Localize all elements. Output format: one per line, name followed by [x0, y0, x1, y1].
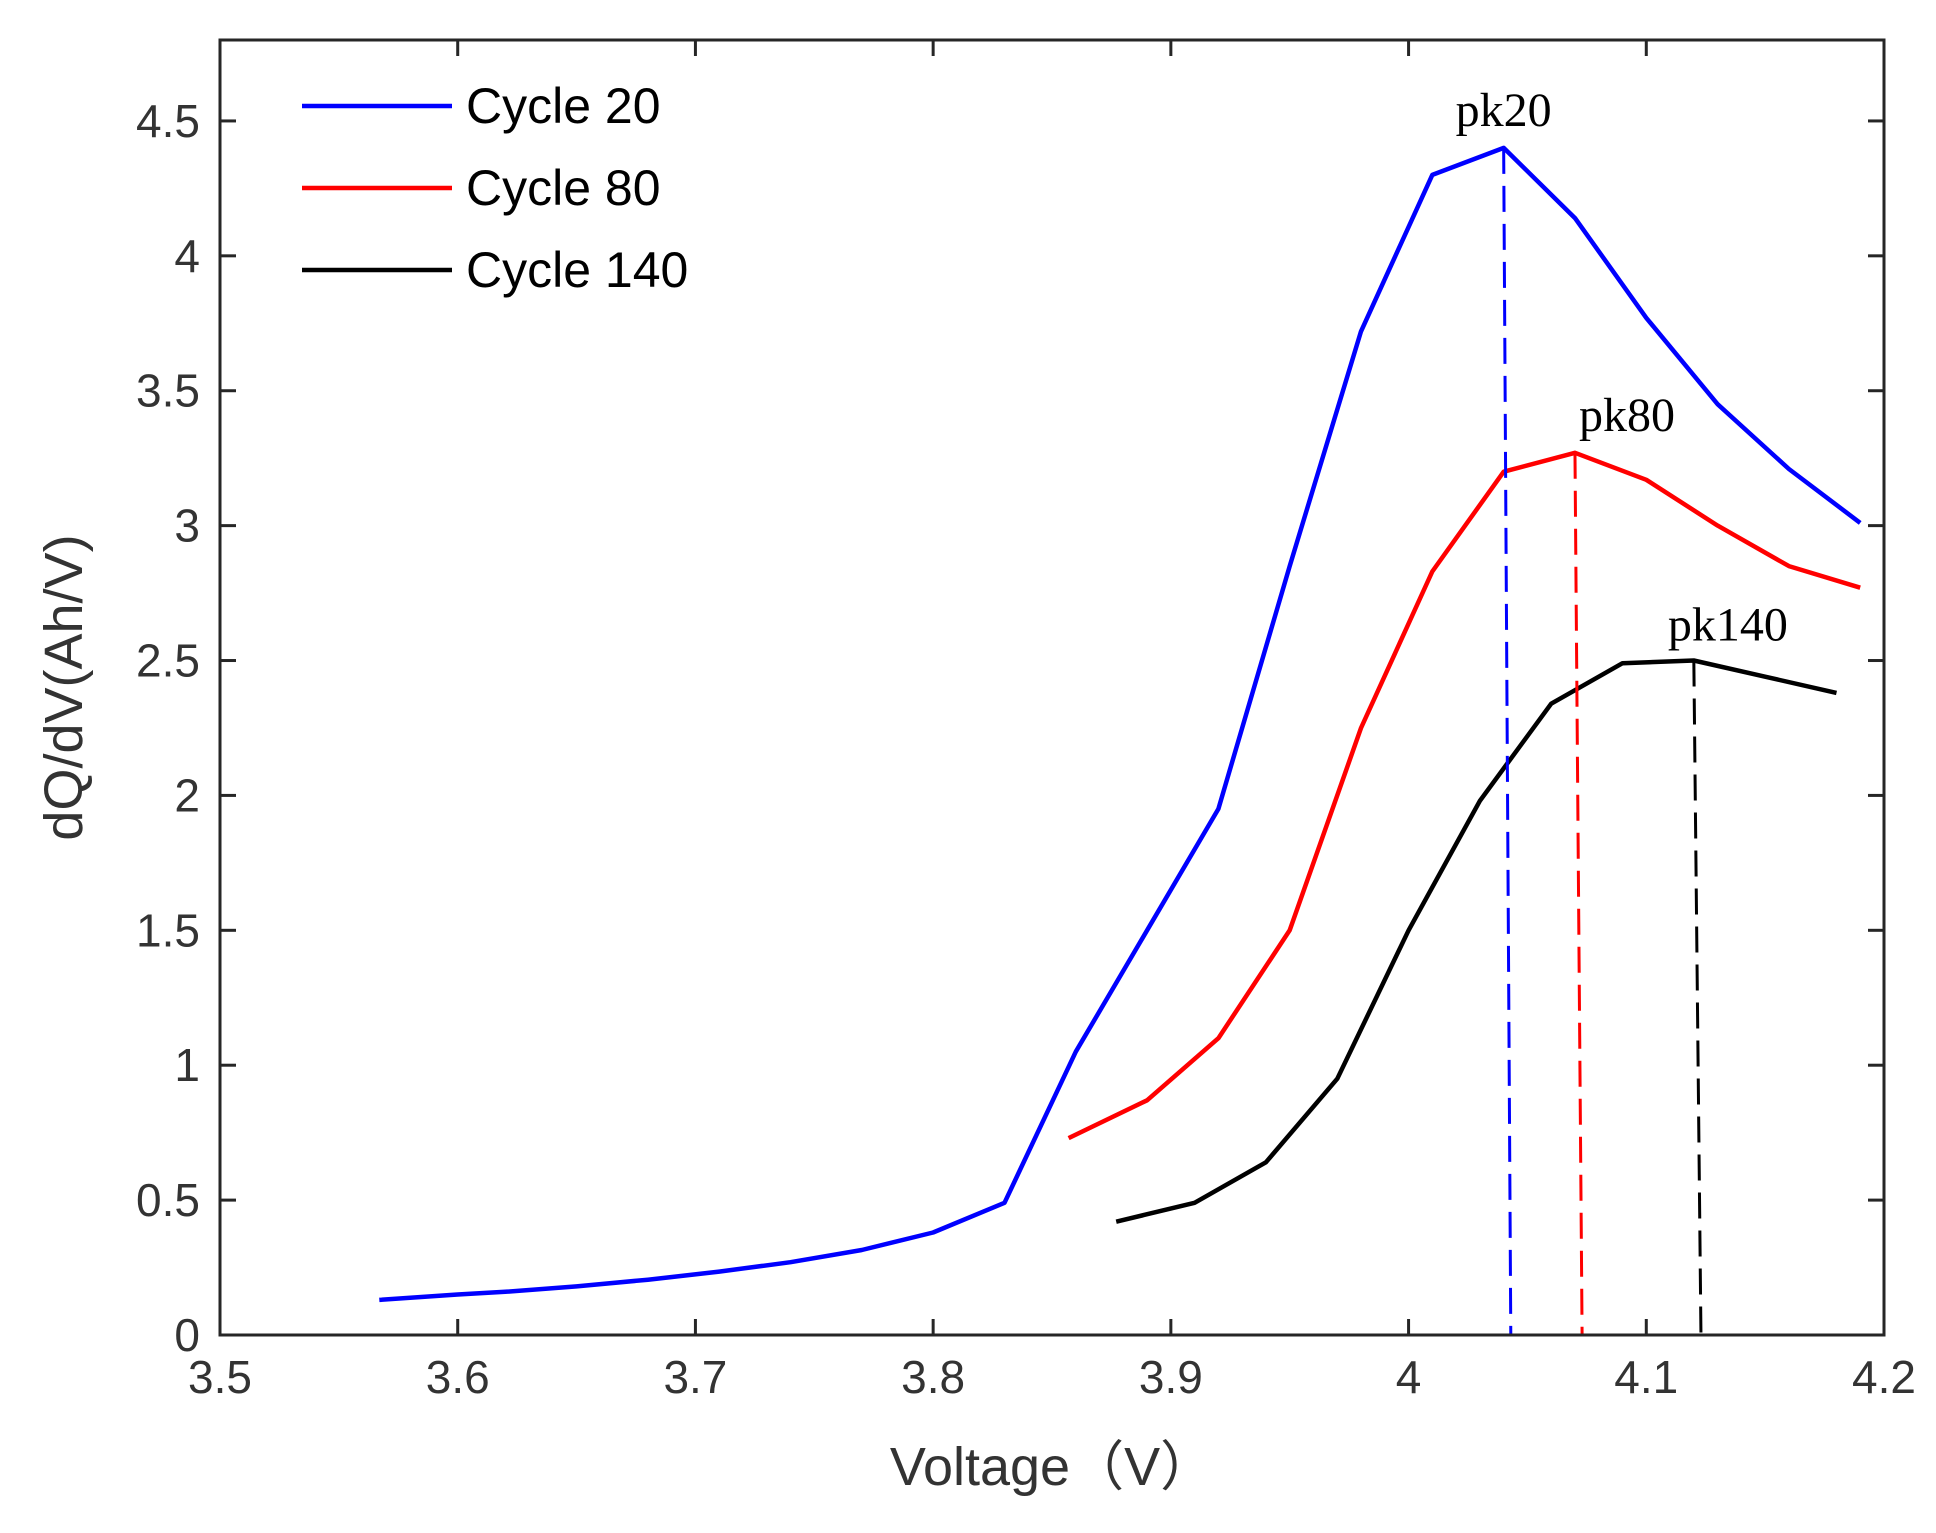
legend-label-1: Cycle 80 [466, 160, 661, 216]
x-tick-label: 3.9 [1139, 1351, 1203, 1403]
y-tick-label: 1 [174, 1039, 200, 1091]
peak-label-pk80: pk80 [1579, 389, 1675, 442]
y-tick-label: 2 [174, 769, 200, 821]
x-tick-label: 4.2 [1852, 1351, 1916, 1403]
plot-frame [218, 38, 1886, 1337]
y-tick-label: 2.5 [136, 635, 200, 687]
y-tick-label: 4 [174, 230, 200, 282]
x-tick-label: 3.7 [663, 1351, 727, 1403]
y-axis-ticks: 0 0.5 1 1.5 2 2.5 3 3.5 4 4.5 [136, 95, 1884, 1361]
y-tick-label: 3.5 [136, 365, 200, 417]
legend-label-0: Cycle 20 [466, 78, 661, 134]
y-tick-label: 4.5 [136, 95, 200, 147]
peak-markers: pk20 pk80 pk140 [1456, 84, 1788, 1336]
y-tick-label: 0.5 [136, 1174, 200, 1226]
x-tick-label: 4 [1396, 1351, 1422, 1403]
series-lines [379, 145, 1862, 1303]
series-line-0 [379, 145, 1862, 1303]
x-tick-label: 4.1 [1614, 1351, 1678, 1403]
y-axis-label: dQ/dV(Ah/V) [34, 534, 94, 840]
x-tick-label: 3.6 [426, 1351, 490, 1403]
legend-label-2: Cycle 140 [466, 242, 688, 298]
peak-label-pk20: pk20 [1456, 84, 1552, 137]
y-tick-label: 3 [174, 500, 200, 552]
peak-line-pk80 [1573, 452, 1584, 1336]
x-tick-label: 3.8 [901, 1351, 965, 1403]
legend: Cycle 20 Cycle 80 Cycle 140 [302, 78, 688, 298]
series-line-2 [1115, 658, 1837, 1224]
y-tick-label: 1.5 [136, 904, 200, 956]
peak-line-pk20 [1502, 147, 1513, 1336]
series-line-1 [1067, 450, 1861, 1141]
peak-label-pk140: pk140 [1668, 599, 1788, 652]
x-axis-label: Voltage（V） [890, 1437, 1214, 1497]
y-tick-label: 0 [174, 1309, 200, 1361]
x-tick-label: 3.5 [188, 1351, 252, 1403]
x-axis-ticks: 3.5 3.6 3.7 3.8 3.9 4 4.1 4.2 [188, 40, 1916, 1403]
